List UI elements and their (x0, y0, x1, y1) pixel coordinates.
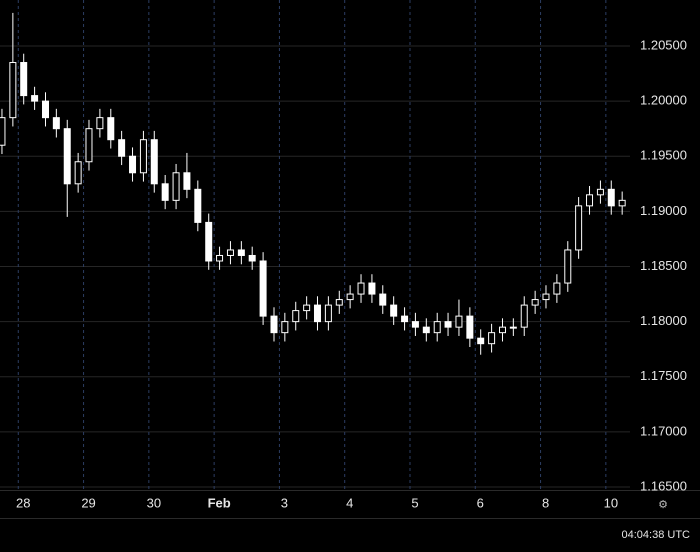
candle-body (488, 332, 496, 345)
candle-body (172, 172, 180, 201)
candle-body (346, 293, 354, 301)
y-tick-label: 1.18500 (640, 258, 687, 273)
candle-body (564, 249, 572, 284)
candle-body (575, 205, 583, 251)
x-tick-label: Feb (208, 495, 231, 510)
candle-body (226, 249, 234, 256)
x-tick-label: 10 (604, 495, 618, 510)
x-tick-label: 29 (81, 495, 95, 510)
y-tick-label: 1.19000 (640, 203, 687, 218)
candle-body (313, 304, 321, 323)
candle-body (531, 299, 539, 306)
candle-body (618, 199, 626, 207)
candle-body (74, 161, 82, 185)
candle-body (129, 155, 137, 174)
candle-body (422, 326, 430, 334)
candle-body (237, 249, 245, 256)
candle-body (259, 260, 267, 317)
clock: 04:04:38 UTC (622, 529, 691, 541)
candle-body (379, 293, 387, 306)
candle-body (586, 194, 594, 207)
candle-body (139, 139, 147, 174)
candle-body (292, 310, 300, 323)
candle-body (52, 117, 60, 130)
x-tick-label: 30 (147, 495, 161, 510)
candle-body (205, 221, 213, 262)
candle-body (63, 128, 71, 185)
candle-body (411, 321, 419, 328)
candle-body (20, 62, 28, 97)
candle-body (542, 293, 550, 301)
candle-body (9, 62, 17, 119)
candle-body (357, 282, 365, 295)
candle-body (194, 188, 202, 223)
candle-body (42, 100, 50, 119)
y-tick-label: 1.19500 (640, 148, 687, 163)
x-tick-label: 4 (346, 495, 353, 510)
candle-body (466, 315, 474, 339)
candle-body (183, 172, 191, 190)
x-tick-label: 8 (542, 495, 549, 510)
candle-body (161, 183, 169, 201)
candle-body (324, 304, 332, 323)
y-tick-label: 1.16500 (640, 478, 687, 493)
candle-body (0, 117, 6, 146)
y-tick-label: 1.17500 (640, 368, 687, 383)
x-tick-label: 3 (281, 495, 288, 510)
x-tick-label: 5 (411, 495, 418, 510)
settings-icon[interactable]: ⚙ (658, 499, 668, 511)
candle-body (96, 117, 104, 130)
y-tick-label: 1.20000 (640, 93, 687, 108)
candle-body (368, 282, 376, 295)
candle-body (401, 315, 409, 323)
candle-body (303, 304, 311, 312)
candle-body (216, 254, 224, 262)
candle-body (31, 95, 39, 102)
candle-body (520, 304, 528, 328)
candle-body (118, 139, 126, 157)
x-tick-label: 6 (477, 495, 484, 510)
candle-body (270, 315, 278, 334)
y-tick-label: 1.18000 (640, 313, 687, 328)
candle-body (477, 337, 485, 345)
candle-body (499, 326, 506, 334)
candle-body (433, 321, 441, 334)
candle-body (444, 321, 452, 328)
candle-body (107, 117, 115, 141)
candle-body (553, 282, 561, 295)
candle-body (248, 254, 256, 262)
candle-body (455, 315, 463, 328)
candle-body (281, 321, 289, 334)
y-tick-label: 1.20500 (640, 37, 687, 52)
candle-body (390, 304, 398, 317)
candle-body (509, 326, 517, 329)
candle-body (85, 128, 93, 163)
candle-body (150, 139, 158, 185)
y-tick-label: 1.17000 (640, 423, 687, 438)
x-tick-label: 28 (16, 495, 30, 510)
candle-body (335, 299, 343, 306)
candle-body (596, 188, 604, 196)
candle-body (607, 188, 615, 207)
